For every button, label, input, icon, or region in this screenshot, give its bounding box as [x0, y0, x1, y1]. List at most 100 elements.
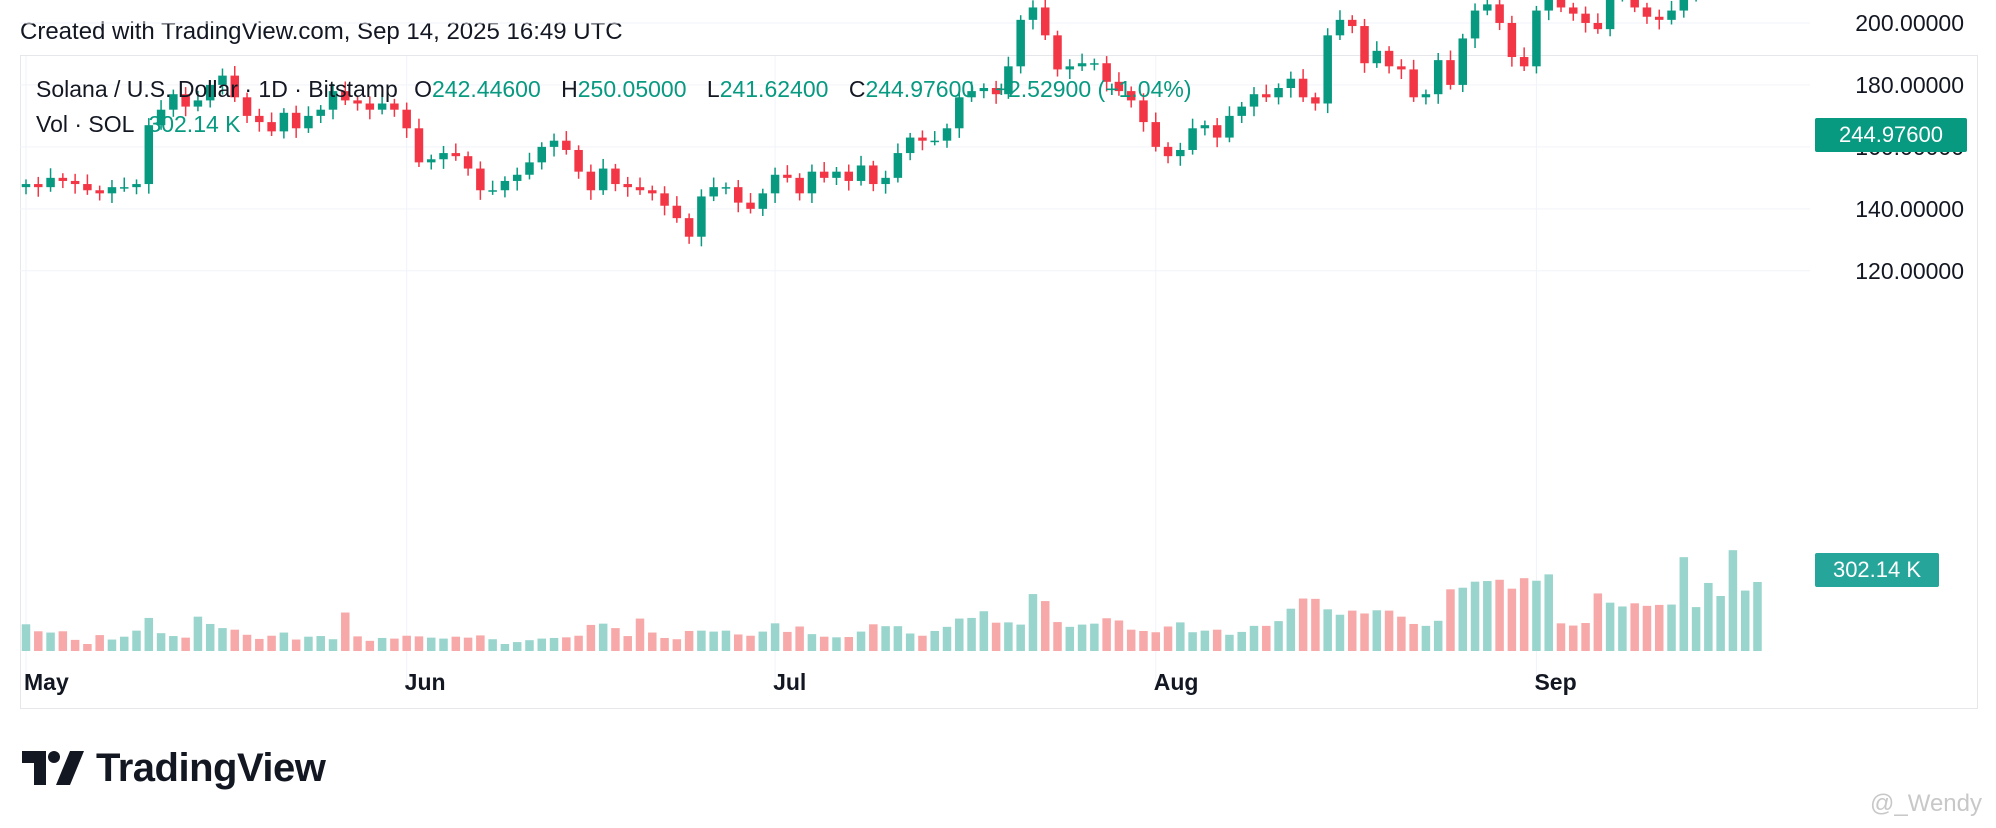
volume-bar — [1470, 581, 1480, 651]
candle-body — [21, 184, 31, 188]
candle-body — [660, 193, 669, 206]
volume-bar — [1691, 607, 1701, 651]
volume-bar — [905, 633, 915, 651]
candle-body — [476, 168, 485, 191]
volume-bar — [586, 624, 596, 651]
volume-bar — [1397, 616, 1406, 651]
volume-bar — [230, 629, 240, 651]
symbol-title[interactable]: Solana / U.S. Dollar · 1D · Bitstamp — [36, 76, 398, 102]
candle-body — [1605, 0, 1615, 30]
candle-body — [905, 137, 915, 154]
candle-body — [365, 103, 375, 110]
volume-bar — [721, 630, 731, 651]
volume-bar — [1740, 590, 1750, 651]
volume-bar — [1458, 587, 1468, 651]
candle-body — [758, 193, 768, 209]
volume-bar — [549, 637, 559, 651]
volume-bar — [844, 637, 854, 651]
volume-bar — [1495, 579, 1504, 651]
volume-bar — [1274, 621, 1283, 651]
candle-body — [1446, 60, 1455, 85]
volume-bar — [856, 631, 866, 651]
candle-body — [291, 112, 301, 129]
candle-body — [967, 91, 976, 98]
open-value: 242.44600 — [432, 76, 541, 102]
candle-body — [1569, 7, 1578, 14]
candle-body — [132, 184, 141, 188]
low-key: L — [706, 76, 720, 102]
volume-bar — [1716, 595, 1725, 651]
candle-body — [1397, 66, 1406, 70]
volume-bar — [697, 630, 706, 651]
candle-body — [1347, 19, 1357, 27]
candle-body — [1323, 35, 1332, 104]
volume-bar — [635, 618, 645, 651]
tradingview-logo[interactable]: TradingView — [22, 746, 326, 790]
candle-body — [733, 187, 743, 203]
volume-bar — [832, 637, 841, 651]
volume-bar — [365, 640, 375, 651]
volume-bar — [390, 638, 399, 651]
volume-bar — [119, 636, 129, 651]
close-key: C — [848, 76, 866, 102]
x-axis-tick-label: Jul — [773, 669, 806, 695]
candle-body — [1470, 10, 1480, 39]
volume-bar — [1556, 623, 1566, 651]
candle-body — [377, 103, 387, 110]
volume-bar — [1151, 632, 1161, 651]
volume-bar — [1053, 622, 1062, 651]
candle-body — [70, 180, 80, 185]
candle-body — [1495, 4, 1504, 23]
volume-bar — [58, 631, 68, 651]
chart-pane[interactable] — [20, 55, 1978, 709]
candle-body — [1102, 63, 1111, 82]
volume-bar — [1176, 622, 1185, 651]
volume-bar — [783, 631, 792, 651]
volume-bar — [291, 639, 301, 651]
candle-body — [832, 171, 841, 178]
volume-bar — [328, 639, 338, 651]
volume-bar — [304, 636, 313, 651]
volume-bar — [807, 634, 817, 651]
volume-bar — [672, 639, 682, 651]
volume-bar — [574, 635, 583, 651]
candle-body — [746, 202, 755, 209]
candle-body — [991, 88, 1001, 95]
candle-body — [1642, 7, 1652, 17]
volume-bar — [1532, 580, 1541, 651]
volume-label[interactable]: Vol · SOL — [36, 111, 135, 137]
volume-bar — [1311, 598, 1320, 651]
change-value: +2.52900 (+1.04%) — [994, 76, 1192, 102]
candle-body — [574, 149, 583, 172]
volume-bar — [500, 644, 510, 651]
candle-body — [795, 177, 804, 194]
candle-body — [1483, 4, 1492, 11]
candle-body — [218, 75, 227, 85]
ohlc-legend: Solana / U.S. Dollar · 1D · Bitstamp O24… — [36, 76, 1206, 103]
volume-bar — [414, 636, 424, 651]
volume-bar — [1618, 606, 1627, 651]
volume-bar — [869, 624, 878, 651]
candle-body — [83, 184, 92, 191]
volume-bar — [562, 637, 571, 651]
candle-body — [1519, 57, 1529, 67]
candle-body — [1384, 50, 1394, 67]
volume-bar — [525, 640, 534, 651]
candle-body — [881, 177, 890, 185]
volume-bar — [1065, 626, 1075, 651]
volume-bar — [1200, 630, 1210, 651]
candle-body — [1556, 0, 1566, 8]
volume-bar — [1593, 593, 1603, 651]
volume-bar — [1372, 610, 1382, 651]
candle-body — [95, 190, 104, 194]
candle-body — [562, 140, 571, 150]
volume-bar — [267, 635, 276, 651]
candle-body — [635, 187, 645, 191]
last-volume-tag: 302.14 K — [1815, 553, 1939, 587]
volume-bar — [463, 637, 473, 651]
candle-body — [34, 184, 43, 188]
candle-body — [451, 153, 461, 157]
candle-body — [1151, 122, 1161, 147]
volume-bar — [1753, 581, 1762, 651]
